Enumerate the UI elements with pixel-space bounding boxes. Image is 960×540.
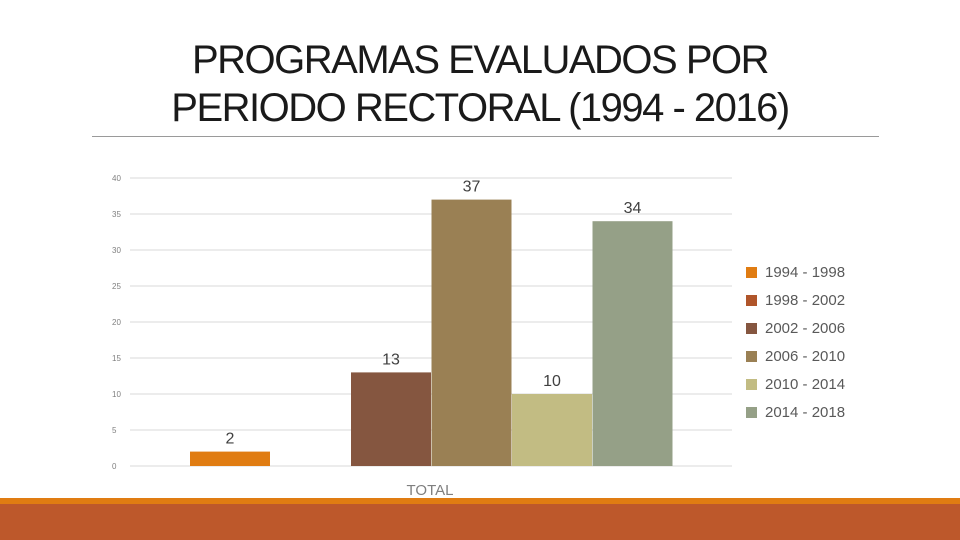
legend-swatch <box>746 266 757 278</box>
y-tick-label: 25 <box>112 282 121 291</box>
y-tick-label: 30 <box>112 246 121 255</box>
legend-label: 2014 - 2018 <box>765 403 846 421</box>
bar-value-label: 2 <box>226 431 235 448</box>
legend-item: 2006 - 2010 <box>746 342 845 370</box>
slide-title-line-2: PERIODO RECTORAL (1994 - 2016) <box>171 86 790 130</box>
bar-value-label: 13 <box>382 351 400 368</box>
x-category-label: TOTAL <box>407 482 454 499</box>
y-tick-label: 5 <box>112 426 117 435</box>
legend-label: 1998 - 2002 <box>765 291 846 309</box>
legend-swatch <box>746 350 757 362</box>
y-tick-label: 40 <box>112 174 121 183</box>
legend-label: 1994 - 1998 <box>765 263 846 281</box>
legend-item: 2002 - 2006 <box>746 314 845 342</box>
legend-swatch <box>746 294 757 306</box>
slide-title-line-1: PROGRAMAS EVALUADOS POR <box>191 38 770 82</box>
legend-item: 1998 - 2002 <box>746 286 845 314</box>
legend-item: 1994 - 1998 <box>746 258 845 286</box>
legend-swatch <box>746 322 757 334</box>
bar <box>512 394 592 466</box>
footer-accent-band <box>0 498 960 504</box>
slide-title: PROGRAMAS EVALUADOS POR PERIODO RECTORAL… <box>0 36 960 132</box>
y-tick-label: 15 <box>112 354 121 363</box>
legend-label: 2002 - 2006 <box>765 319 846 337</box>
title-divider <box>92 136 879 137</box>
bar-value-label: 34 <box>624 200 642 217</box>
y-tick-label: 20 <box>112 318 121 327</box>
legend-label: 2010 - 2014 <box>765 375 846 393</box>
legend-label: 2006 - 2010 <box>765 347 846 365</box>
bar <box>351 372 431 466</box>
legend-swatch <box>746 406 757 418</box>
bar-value-label: 37 <box>463 179 481 196</box>
bar-value-label: 10 <box>543 373 561 390</box>
y-tick-label: 0 <box>112 462 117 471</box>
y-tick-label: 10 <box>112 390 121 399</box>
bar <box>190 451 270 466</box>
legend-item: 2014 - 2018 <box>746 398 845 426</box>
bar <box>592 221 673 466</box>
footer-band <box>0 504 960 540</box>
legend-item: 2010 - 2014 <box>746 370 845 398</box>
bar <box>431 199 512 466</box>
chart-legend: 1994 - 1998 1998 - 2002 2002 - 2006 2006… <box>746 258 845 426</box>
y-tick-label: 35 <box>112 210 121 219</box>
legend-swatch <box>746 378 757 390</box>
